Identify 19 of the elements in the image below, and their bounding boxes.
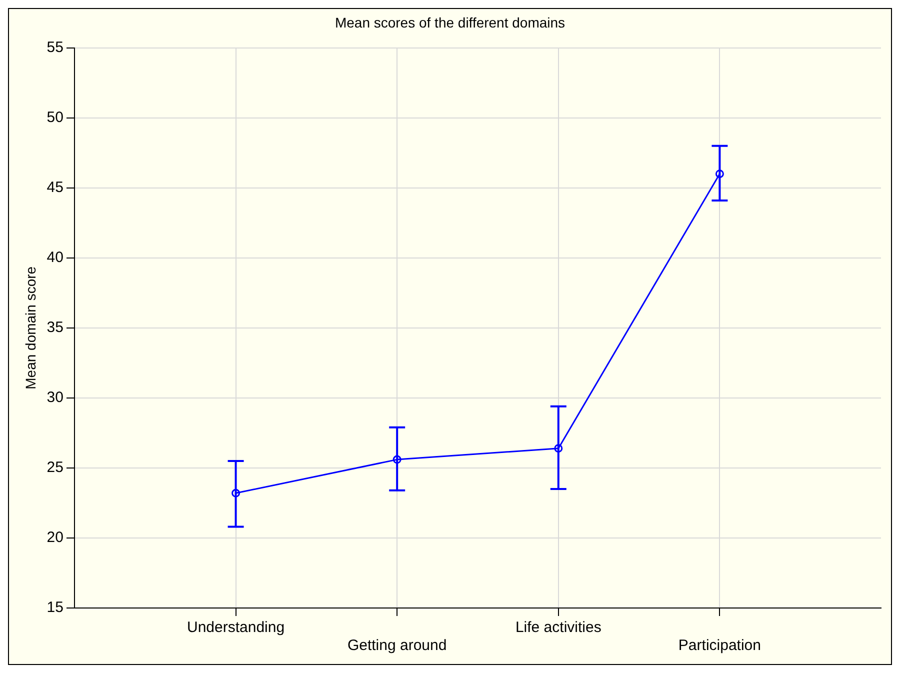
point [392, 455, 402, 464]
x-tick-label: Understanding [187, 619, 285, 636]
y-axis-title: Mean domain score [22, 266, 38, 390]
point [715, 170, 724, 178]
x-tick-label: Participation [678, 637, 761, 654]
y-tick-label: 35 [46, 319, 64, 336]
y-tick-label: 30 [46, 389, 64, 406]
y-tick-label: 50 [46, 108, 64, 126]
y-tick-label: 40 [46, 249, 64, 266]
x-tick-label: Getting around [347, 637, 447, 654]
y-tick-label: 55 [46, 38, 64, 56]
y-tick-label: 25 [46, 459, 64, 476]
chart-title: Mean scores of the different domains [334, 14, 566, 30]
point [232, 488, 240, 498]
y-tick-label: 20 [46, 529, 64, 546]
point [554, 444, 563, 453]
y-tick-label: 45 [46, 178, 64, 196]
y-tick-label: 15 [46, 599, 64, 616]
x-tick-label: Life activities [515, 619, 602, 636]
